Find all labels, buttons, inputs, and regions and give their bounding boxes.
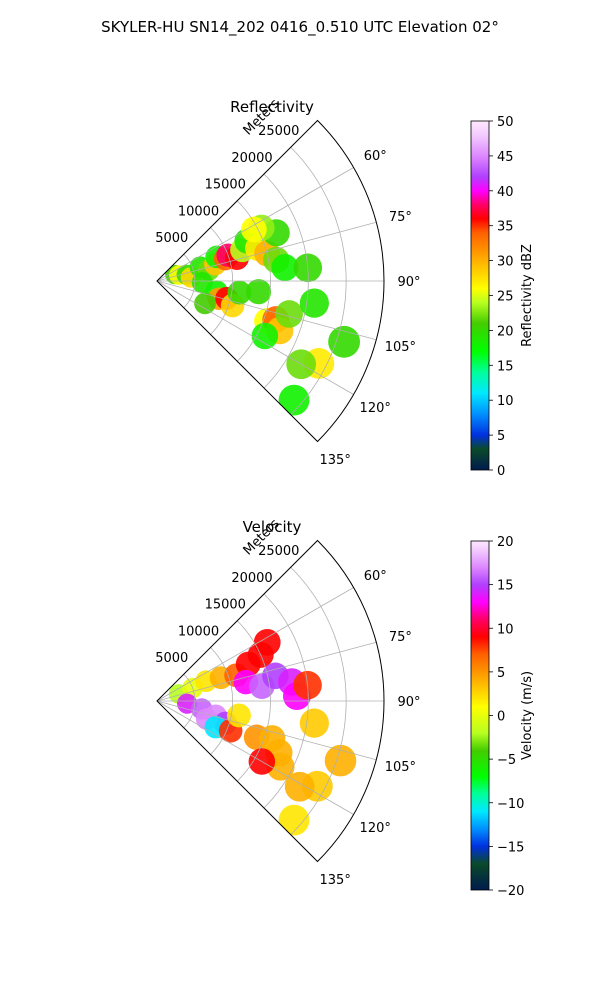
reflectivity-data-cell [194,292,216,315]
reflectivity-panel: Reflectivity60°75°90°105°120°135°5000100… [155,96,535,479]
velocity-sector-frame [156,539,385,863]
reflectivity-colorbar: 0 5 10 15 20 25 30 35 40 45 50 Reflectivity dBZ [470,115,535,479]
reflectivity-theta-tick-label: 105° [385,340,416,355]
velocity-theta-tick-label: 90° [397,695,420,710]
reflectivity-colorbar-tick-label: 15 [497,359,514,374]
reflectivity-data-cell [299,288,329,318]
reflectivity-azimuth-line [156,280,354,395]
reflectivity-data-cell [278,384,310,416]
velocity-theta-tick-label: 60° [364,569,387,584]
velocity-data-cell [284,771,315,802]
velocity-data-cell [253,628,281,656]
velocity-azimuth-line [156,641,377,702]
reflectivity-colorbar-tick-label: 25 [497,290,514,305]
reflectivity-r-tick-label: 10000 [178,204,219,219]
reflectivity-r-tick-label: 20000 [231,151,272,166]
velocity-azimuth-line [156,700,377,761]
reflectivity-colorbar-tick-label: 0 [497,464,505,479]
velocity-r-tick-label: 25000 [258,544,299,559]
reflectivity-colorbar-tick-label: 5 [497,429,505,444]
velocity-colorbar-label: Velocity (m/s) [520,671,535,760]
reflectivity-data-cell [241,216,267,243]
reflectivity-colorbar-label: Reflectivity dBZ [520,244,535,347]
reflectivity-sector-frame [156,119,385,443]
reflectivity-colorbar-tick-label: 45 [497,150,514,165]
velocity-colorbar-tick-label: 0 [497,710,505,725]
reflectivity-data-cell [251,322,279,350]
reflectivity-r-tick-label: 5000 [155,231,188,246]
velocity-colorbar-tick-label: 15 [497,579,514,594]
reflectivity-title: Reflectivity [230,98,314,116]
reflectivity-data-cell [275,300,303,328]
figure-suptitle: SKYLER-HU SN14_202 0416_0.510 UTC Elevat… [101,18,499,37]
reflectivity-data-cell [328,325,361,358]
reflectivity-theta-tick-label: 75° [389,210,412,225]
reflectivity-colorbar-tick-label: 30 [497,255,514,270]
reflectivity-azimuth-line [156,221,377,282]
velocity-colorbar-bar [470,540,490,891]
reflectivity-data [165,214,361,416]
velocity-colorbar-tick-label: −10 [497,797,524,812]
reflectivity-data-cell [271,254,299,282]
velocity-data-cell [324,744,357,777]
velocity-title: Velocity [243,518,302,536]
reflectivity-theta-tick-label: 90° [397,275,420,290]
velocity-azimuth-line [156,700,354,815]
reflectivity-colorbar-tick-label: 35 [497,220,514,235]
velocity-data [168,628,357,836]
velocity-theta-tick-label: 120° [360,821,391,836]
velocity-colorbar-tick-label: −15 [497,840,524,855]
reflectivity-data-cell [227,280,252,305]
reflectivity-colorbar-bar [470,120,490,471]
velocity-azimuth-line [156,587,354,702]
velocity-data-cell [299,708,329,738]
reflectivity-data-cell [245,279,272,305]
reflectivity-colorbar-tick-label: 50 [497,115,514,130]
velocity-colorbar-tick-label: −20 [497,884,524,899]
velocity-r-tick-label: 20000 [231,571,272,586]
velocity-colorbar-tick-label: 10 [497,622,514,637]
velocity-data-cell [227,703,251,728]
velocity-data-cell [278,804,310,836]
velocity-r-tick-label: 15000 [205,598,246,613]
velocity-theta-tick-label: 75° [389,630,412,645]
reflectivity-azimuth-line [156,167,354,282]
reflectivity-colorbar-tick-label: 40 [497,185,514,200]
velocity-colorbar: −20 −15 −10 −5 0 5 10 15 20 Velocity (m/s) [470,535,535,899]
reflectivity-theta-tick-label: 60° [364,149,387,164]
velocity-colorbar-tick-label: 5 [497,666,505,681]
velocity-colorbar-tick-label: −5 [497,753,516,768]
velocity-colorbar-tick-label: 20 [497,535,514,550]
reflectivity-colorbar-tick-label: 10 [497,394,514,409]
reflectivity-r-tick-label: 15000 [205,178,246,193]
reflectivity-colorbar-tick-label: 20 [497,324,514,339]
reflectivity-theta-tick-label: 135° [320,453,351,468]
reflectivity-theta-tick-label: 120° [360,401,391,416]
reflectivity-r-tick-label: 25000 [258,124,299,139]
velocity-theta-tick-label: 135° [320,873,351,888]
velocity-panel: Velocity 60° 75° 90° 105° 120° 135° 5000 10000 15… [155,516,535,899]
velocity-r-tick-label: 5000 [155,651,188,666]
velocity-r-tick-label: 10000 [178,624,219,639]
velocity-theta-tick-label: 105° [385,760,416,775]
reflectivity-azimuth-line [156,280,377,341]
